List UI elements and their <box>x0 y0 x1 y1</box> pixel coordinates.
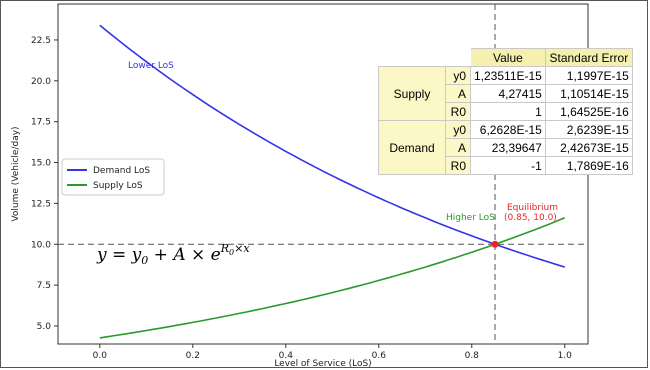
series-line-supply <box>99 217 566 339</box>
model-formula: y = y0 + A × eR0×x <box>96 242 250 267</box>
annotation-lower-los: Lower LoS <box>128 61 174 71</box>
annotation-higher-los: Higher LoS <box>446 213 495 223</box>
table-value: 4,27415 <box>470 84 546 103</box>
table-error: 2,42673E-15 <box>544 138 633 157</box>
table-corner-cell <box>378 48 446 67</box>
y-tick-label: 17.5 <box>31 118 51 128</box>
y-tick-label: 10.0 <box>31 240 51 250</box>
table-value: 1 <box>470 102 546 121</box>
y-tick-label: 20.0 <box>31 77 51 87</box>
legend: Demand LoS Supply LoS <box>61 158 165 196</box>
table-header-error: Standard Error <box>544 48 633 67</box>
annotation-equilibrium-coords: (0.85, 10.0) <box>504 213 557 223</box>
table-error: 1,7869E-16 <box>544 156 633 175</box>
y-tick-label: 7.5 <box>37 281 51 291</box>
table-group-demand: Demand <box>378 120 446 175</box>
y-tick-label: 5.0 <box>37 322 52 332</box>
parameter-table: Value Standard Error Supply y0 1,23511E-… <box>378 48 633 175</box>
table-row: Demand y0 6,2628E-15 2,6239E-15 <box>378 120 633 175</box>
series-line-demand <box>99 24 566 268</box>
table-value: 23,39647 <box>470 138 546 157</box>
table-error: 1,10514E-15 <box>544 84 633 103</box>
y-axis-label: Volume (Vehicle/day) <box>11 126 21 221</box>
legend-label-supply: Supply LoS <box>93 181 143 191</box>
table-param: y0 <box>445 120 471 139</box>
table-param: R0 <box>445 102 471 121</box>
x-axis-label: Level of Service (LoS) <box>274 359 371 369</box>
table-value: 6,2628E-15 <box>470 120 546 139</box>
table-value: 1,23511E-15 <box>470 66 546 85</box>
table-value: -1 <box>470 156 546 175</box>
table-param: y0 <box>445 66 471 85</box>
table-param: A <box>445 84 471 103</box>
annotation-equilibrium-title: Equilibrium <box>507 203 558 213</box>
table-error: 1,1997E-15 <box>544 66 633 85</box>
table-row: Supply y0 1,23511E-15 1,1997E-15 <box>378 66 633 121</box>
x-tick-label: 0.6 <box>372 351 387 361</box>
equilibrium-point <box>491 240 499 248</box>
legend-box <box>61 158 165 196</box>
table-group-supply: Supply <box>378 66 446 121</box>
x-tick-label: 0.4 <box>279 351 294 361</box>
table-row: R0 -1 1,7869E-16 <box>379 156 633 175</box>
table-header-row: Value Standard Error <box>378 48 633 67</box>
table-param: A <box>445 138 471 157</box>
table-row: A 23,39647 2,42673E-15 <box>379 138 633 157</box>
table-param: R0 <box>445 156 471 175</box>
legend-label-demand: Demand LoS <box>93 166 150 176</box>
table-error: 1,64525E-16 <box>544 102 633 121</box>
table-header-value: Value <box>470 48 546 67</box>
y-tick-label: 12.5 <box>31 199 51 209</box>
y-tick-label: 15.0 <box>31 159 51 169</box>
table-corner-cell <box>445 48 471 67</box>
x-tick-label: 0.0 <box>93 351 108 361</box>
x-tick-label: 0.8 <box>465 351 480 361</box>
table-row: A 4,27415 1,10514E-15 <box>379 84 633 103</box>
table-error: 2,6239E-15 <box>544 120 633 139</box>
x-tick-label: 0.2 <box>186 351 200 361</box>
y-tick-label: 22.5 <box>31 36 51 46</box>
x-tick-label: 1.0 <box>558 351 573 361</box>
